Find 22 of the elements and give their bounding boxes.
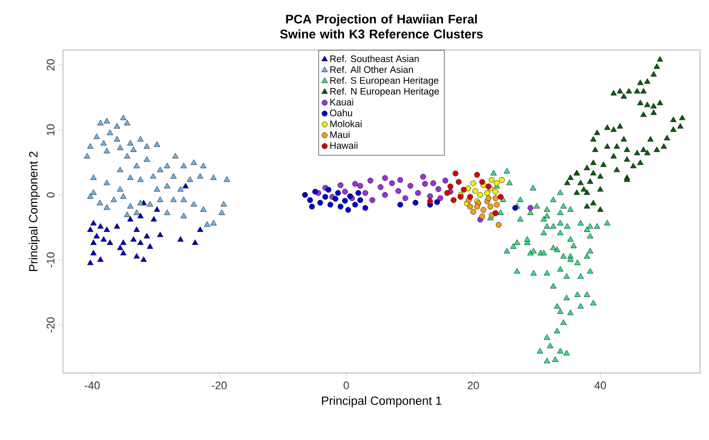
x-tick-label: 20: [468, 382, 479, 390]
legend-label: Molokai: [330, 120, 362, 128]
legend-label: Hawaii: [330, 142, 358, 149]
chart-title: PCA Projection of Hawiian Feral Swine with K3 Reference Clusters: [280, 14, 483, 38]
legend-label: Kauai: [330, 98, 354, 106]
y-tick-label: 20: [46, 59, 54, 70]
legend-label: Ref. N European Heritage: [330, 88, 439, 97]
x-axis-title: Principal Component 1: [322, 396, 442, 408]
legend-label: Ref. All Other Asian: [330, 66, 413, 73]
y-tick-label: 10: [46, 124, 54, 136]
legend-label: Maui: [330, 131, 350, 138]
y-axis-title: Principal Component 2: [28, 152, 40, 271]
legend-label: Oahu: [330, 109, 352, 116]
x-tick-label: 0: [344, 382, 349, 390]
y-tick-label: -10: [46, 252, 54, 268]
y-tick-label: 0: [46, 192, 54, 198]
x-tick-label: -20: [212, 382, 227, 390]
legend-label: Ref. Southeast Asian: [330, 55, 419, 62]
x-tick-label: -40: [84, 382, 100, 390]
x-tick-label: 40: [594, 382, 606, 390]
legend-label: Ref. S European Heritage: [330, 76, 438, 86]
y-tick-label: -20: [46, 317, 54, 332]
